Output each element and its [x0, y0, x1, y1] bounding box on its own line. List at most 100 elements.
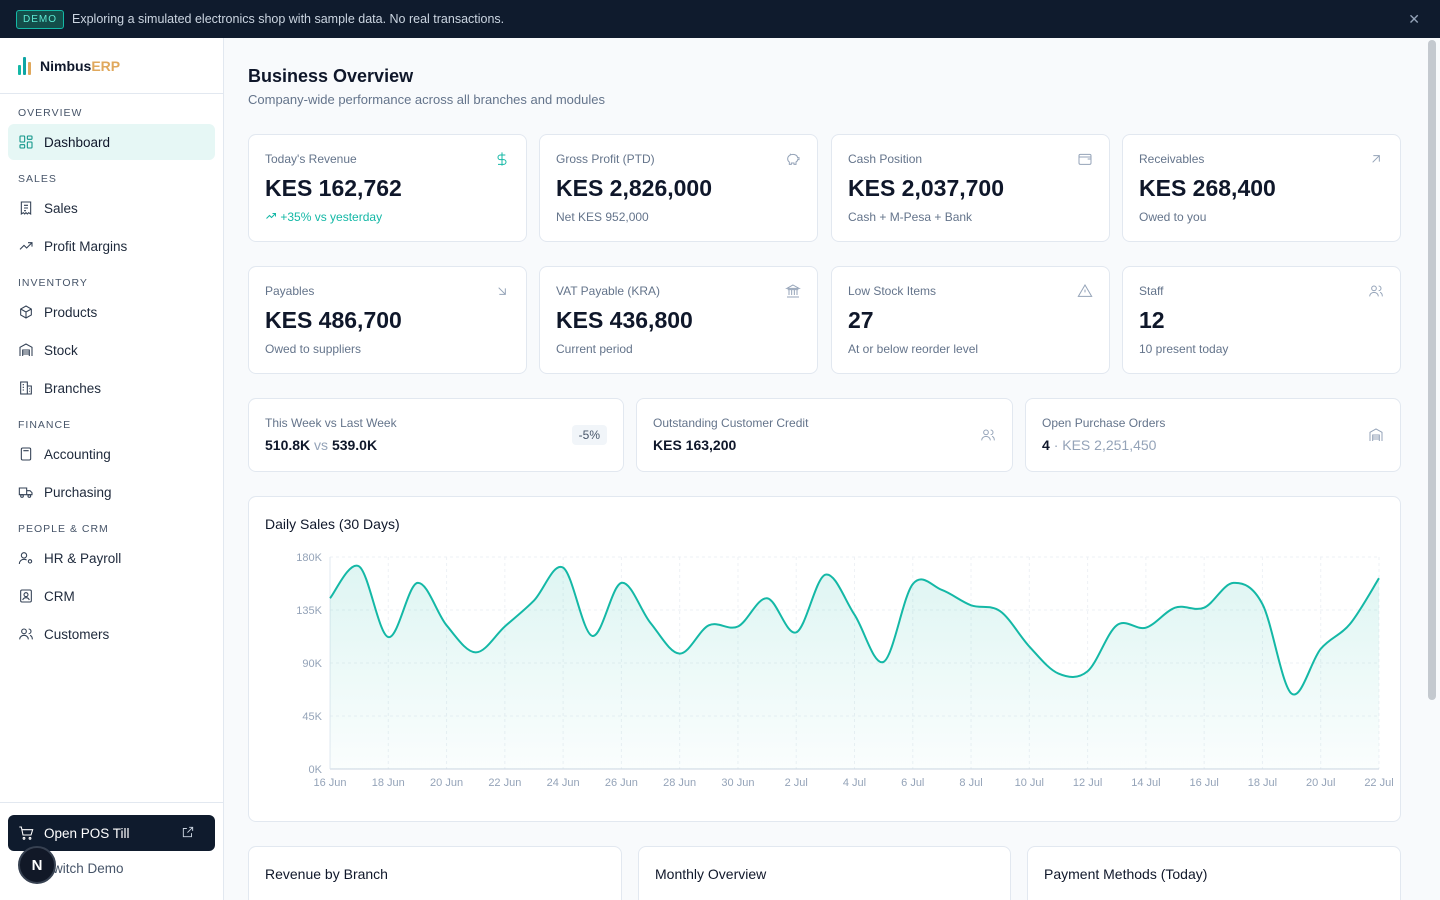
- x-tick-label: 24 Jun: [547, 777, 580, 789]
- sidebar-item-accounting[interactable]: Accounting: [8, 436, 215, 472]
- close-icon[interactable]: ✕: [1408, 11, 1420, 27]
- demo-banner: DEMO Exploring a simulated electronics s…: [0, 0, 1440, 38]
- kpi-card-gross-profit-ptd[interactable]: Gross Profit (PTD) KES 2,826,000 Net KES…: [539, 134, 818, 242]
- kpi-sub: Current period: [556, 342, 633, 356]
- x-tick-label: 26 Jun: [605, 777, 638, 789]
- purchase-orders-card[interactable]: Open Purchase Orders 4 · KES 2,251,450: [1025, 398, 1401, 472]
- x-tick-label: 22 Jun: [488, 777, 521, 789]
- x-tick-label: 4 Jul: [843, 777, 866, 789]
- kpi-label: Payables: [265, 284, 315, 298]
- x-tick-label: 20 Jun: [430, 777, 463, 789]
- y-tick-label: 90K: [302, 658, 322, 670]
- kpi-label: Staff: [1139, 284, 1164, 298]
- kpi-card-today-s-revenue[interactable]: Today's Revenue KES 162,762 +35% vs yest…: [248, 134, 527, 242]
- x-tick-label: 28 Jun: [663, 777, 696, 789]
- week-comparison-value: 510.8K vs 539.0K: [265, 437, 378, 453]
- x-tick-label: 2 Jul: [785, 777, 808, 789]
- x-tick-label: 8 Jul: [959, 777, 982, 789]
- trending-up-icon: [266, 213, 276, 219]
- arrow-down-right-icon: [494, 283, 510, 299]
- sidebar-item-label: Profit Margins: [44, 238, 128, 254]
- customer-credit-label: Outstanding Customer Credit: [653, 416, 809, 430]
- x-tick-label: 6 Jul: [901, 777, 924, 789]
- kpi-sub: Owed to you: [1139, 210, 1207, 224]
- kpi-card-cash-position[interactable]: Cash Position KES 2,037,700 Cash + M-Pes…: [831, 134, 1110, 242]
- kpi-card-vat-payable-kra[interactable]: VAT Payable (KRA) KES 436,800 Current pe…: [539, 266, 818, 374]
- nav-section-title: PEOPLE & CRM: [18, 523, 109, 535]
- sidebar-item-purchasing[interactable]: Purchasing: [8, 474, 215, 510]
- kpi-value: KES 268,400: [1139, 175, 1276, 201]
- sidebar-item-label: Sales: [44, 200, 78, 216]
- users-icon: [1368, 283, 1384, 299]
- x-tick-label: 30 Jun: [721, 777, 754, 789]
- kpi-card-low-stock-items[interactable]: Low Stock Items 27 At or below reorder l…: [831, 266, 1110, 374]
- receipt-icon: [18, 200, 34, 216]
- kpi-value: KES 2,037,700: [848, 175, 1005, 201]
- sidebar-footer: Open POS Till Switch Demo N: [0, 802, 223, 900]
- payment-methods-title: Payment Methods (Today): [1044, 866, 1208, 882]
- monthly-overview-title: Monthly Overview: [655, 866, 767, 882]
- x-tick-label: 22 Jul: [1364, 777, 1393, 789]
- building-icon: [18, 380, 34, 396]
- kpi-card-receivables[interactable]: Receivables KES 268,400 Owed to you: [1122, 134, 1401, 242]
- sidebar-item-label: Customers: [44, 626, 110, 642]
- arrow-up-right-icon: [1368, 151, 1384, 167]
- sidebar-item-dashboard[interactable]: Dashboard: [8, 124, 215, 160]
- avatar[interactable]: N: [18, 846, 56, 884]
- kpi-card-staff[interactable]: Staff 12 10 present today: [1122, 266, 1401, 374]
- kpi-value: 12: [1139, 307, 1165, 333]
- landmark-icon: [785, 283, 801, 299]
- sidebar-item-label: CRM: [44, 588, 75, 604]
- kpi-label: Gross Profit (PTD): [556, 152, 655, 166]
- demo-badge: DEMO: [16, 9, 64, 29]
- scrollbar[interactable]: [1428, 40, 1436, 700]
- kpi-label: Low Stock Items: [848, 284, 937, 298]
- nav-section-title: FINANCE: [18, 419, 72, 431]
- sidebar-item-stock[interactable]: Stock: [8, 332, 215, 368]
- kpi-sub: Net KES 952,000: [556, 210, 649, 224]
- customer-credit-card[interactable]: Outstanding Customer Credit KES 163,200: [636, 398, 1013, 472]
- sidebar-item-customers[interactable]: Customers: [8, 616, 215, 652]
- switch-demo-link[interactable]: Switch Demo: [44, 861, 124, 876]
- payment-methods-card: Payment Methods (Today): [1027, 846, 1401, 900]
- kpi-sub: At or below reorder level: [848, 342, 979, 356]
- x-tick-label: 16 Jun: [313, 777, 346, 789]
- sidebar-item-branches[interactable]: Branches: [8, 370, 215, 406]
- sidebar-item-label: Accounting: [44, 446, 111, 462]
- revenue-by-branch-card: Revenue by Branch: [248, 846, 622, 900]
- open-pos-till-button[interactable]: Open POS Till: [8, 815, 215, 851]
- monthly-overview-card: Monthly Overview: [638, 846, 1011, 900]
- week-comparison-card[interactable]: This Week vs Last Week 510.8K vs 539.0K …: [248, 398, 624, 472]
- x-tick-label: 10 Jul: [1015, 777, 1044, 789]
- kpi-sub: 10 present today: [1139, 342, 1229, 356]
- sidebar-item-sales[interactable]: Sales: [8, 190, 215, 226]
- kpi-value: KES 2,826,000: [556, 175, 713, 201]
- sidebar-item-profit-margins[interactable]: Profit Margins: [8, 228, 215, 264]
- sidebar-item-hr-payroll[interactable]: HR & Payroll: [8, 540, 215, 576]
- kpi-label: Cash Position: [848, 152, 923, 166]
- brand-name: NimbusERP: [40, 57, 121, 74]
- nav-section-title: INVENTORY: [18, 277, 88, 289]
- kpi-label: Today's Revenue: [265, 152, 357, 166]
- sidebar-item-products[interactable]: Products: [8, 294, 215, 330]
- box-icon: [18, 304, 34, 320]
- kpi-card-payables[interactable]: Payables KES 486,700 Owed to suppliers: [248, 266, 527, 374]
- alert-triangle-icon: [1077, 283, 1093, 299]
- y-tick-label: 45K: [302, 711, 322, 723]
- week-comparison-label: This Week vs Last Week: [265, 416, 397, 430]
- warehouse-icon: [1368, 427, 1384, 443]
- sidebar: NimbusERP OVERVIEW Dashboard SALES Sales Pro…: [0, 38, 224, 900]
- kpi-value: KES 486,700: [265, 307, 402, 333]
- x-tick-label: 20 Jul: [1306, 777, 1335, 789]
- daily-sales-chart[interactable]: 0K 45K 90K 135K 180K 16 Jun 18 Jun 20 Jun 22 Jun…: [249, 497, 1402, 823]
- chart-title: Daily Sales (30 Days): [265, 516, 400, 532]
- main-content: Business Overview Company-wide performan…: [224, 38, 1426, 900]
- contact-icon: [18, 588, 34, 604]
- sidebar-item-label: Purchasing: [44, 484, 112, 500]
- kpi-value: KES 436,800: [556, 307, 693, 333]
- week-change-badge: -5%: [571, 425, 607, 445]
- users-icon: [18, 626, 34, 642]
- brand[interactable]: NimbusERP: [0, 38, 223, 94]
- y-tick-label: 135K: [296, 605, 322, 617]
- sidebar-item-crm[interactable]: CRM: [8, 578, 215, 614]
